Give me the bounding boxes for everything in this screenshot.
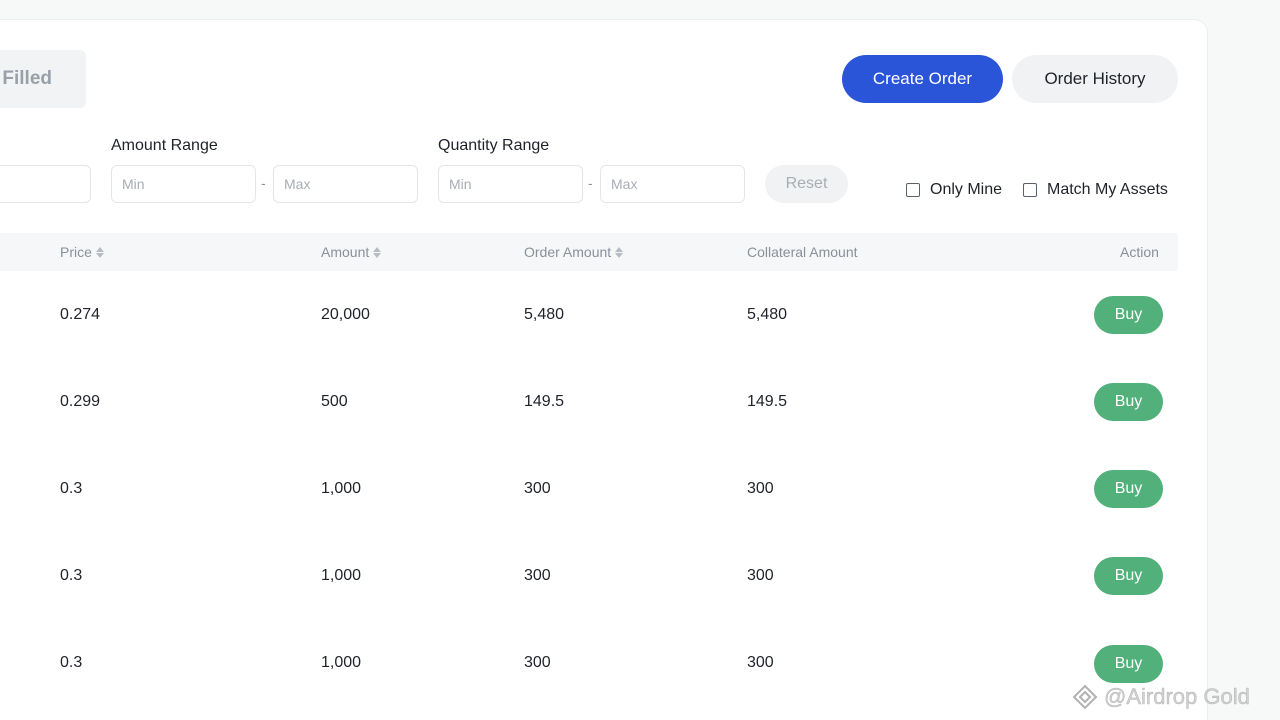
buy-button[interactable]: Buy (1094, 557, 1163, 595)
cell-amount: 500 (321, 393, 348, 410)
cell-price: 0.3 (60, 567, 83, 584)
column-header-amount-label: Amount (321, 244, 370, 260)
match-my-assets-box[interactable] (1023, 183, 1037, 197)
quantity-range-label: Quantity Range (438, 137, 550, 154)
sort-icon[interactable] (373, 246, 382, 258)
buy-button[interactable]: Buy (1094, 645, 1163, 683)
column-header-amount[interactable]: Amount (321, 244, 382, 260)
reset-button[interactable]: Reset (765, 165, 848, 203)
amount-min-input[interactable] (111, 165, 256, 203)
create-order-button[interactable]: Create Order (842, 55, 1003, 103)
cell-amount: 1,000 (321, 654, 362, 671)
cell-order-amount: 300 (524, 480, 551, 497)
cell-price: 0.3 (60, 654, 83, 671)
cell-amount: 1,000 (321, 567, 362, 584)
tab-filled[interactable]: Filled (0, 50, 86, 108)
cell-order-amount: 5,480 (524, 306, 565, 323)
cell-order-amount: 300 (524, 654, 551, 671)
order-history-button[interactable]: Order History (1012, 55, 1178, 103)
cell-order-amount: 149.5 (524, 393, 565, 410)
table-header (0, 233, 1178, 271)
cell-collateral-amount: 149.5 (747, 393, 788, 410)
only-mine-label: Only Mine (930, 181, 1003, 198)
quantity-max-input[interactable] (600, 165, 745, 203)
only-mine-checkbox[interactable]: Only Mine (906, 181, 1002, 199)
filter-input-partial[interactable] (0, 165, 91, 203)
cell-price: 0.299 (60, 393, 101, 410)
watermark-text: @Airdrop Gold (1104, 684, 1250, 710)
cell-collateral-amount: 300 (747, 480, 774, 497)
quantity-min-input[interactable] (438, 165, 583, 203)
buy-button[interactable]: Buy (1094, 296, 1163, 334)
column-header-price-label: Price (60, 244, 92, 260)
buy-button[interactable]: Buy (1094, 383, 1163, 421)
match-my-assets-label: Match My Assets (1047, 181, 1168, 198)
column-header-collateral-amount: Collateral Amount (747, 244, 858, 260)
cell-order-amount: 300 (524, 567, 551, 584)
column-header-collateral-amount-label: Collateral Amount (747, 244, 858, 260)
cell-collateral-amount: 300 (747, 654, 774, 671)
cell-amount: 1,000 (321, 480, 362, 497)
cell-collateral-amount: 5,480 (747, 306, 788, 323)
diamond-logo-icon (1072, 684, 1098, 710)
sort-icon[interactable] (95, 246, 104, 258)
quantity-range-dash: - (588, 175, 593, 191)
orders-panel (0, 19, 1208, 720)
cell-amount: 20,000 (321, 306, 370, 323)
amount-range-dash: - (261, 175, 266, 191)
cell-price: 0.3 (60, 480, 83, 497)
column-header-order-amount-label: Order Amount (524, 244, 612, 260)
buy-button[interactable]: Buy (1094, 470, 1163, 508)
amount-max-input[interactable] (273, 165, 418, 203)
amount-range-label: Amount Range (111, 137, 218, 154)
match-my-assets-checkbox[interactable]: Match My Assets (1023, 181, 1168, 199)
cell-collateral-amount: 300 (747, 567, 774, 584)
column-header-price[interactable]: Price (60, 244, 104, 260)
column-header-order-amount[interactable]: Order Amount (524, 244, 624, 260)
column-header-action-label: Action (1120, 244, 1159, 260)
cell-price: 0.274 (60, 306, 101, 323)
column-header-action: Action (1120, 244, 1159, 260)
watermark: @Airdrop Gold (1072, 684, 1250, 710)
only-mine-box[interactable] (906, 183, 920, 197)
sort-icon[interactable] (615, 246, 624, 258)
